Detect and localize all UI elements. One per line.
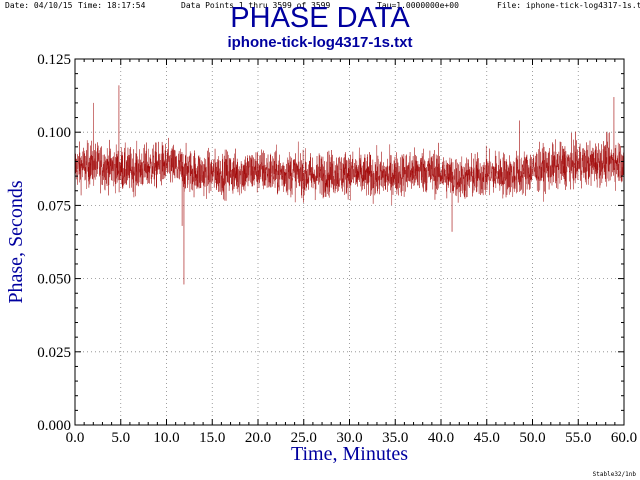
x-axis-title: Time, Minutes bbox=[291, 443, 408, 465]
y-tick-label: 0.100 bbox=[37, 125, 71, 141]
header-time: Time: 18:17:54 bbox=[78, 1, 146, 10]
data-layer bbox=[74, 85, 625, 285]
phase-series-line bbox=[74, 85, 625, 285]
axis-ticks: 0.0 5.0 10.0 15.0 20.0 25.0 30.0 35.0 40.0 45.0 50… bbox=[37, 52, 637, 446]
x-tick-label: 55.0 bbox=[565, 430, 591, 446]
y-tick-label: 0.075 bbox=[37, 198, 71, 214]
grid-lines bbox=[75, 59, 624, 425]
chart-subtitle: iphone-tick-log4317-1s.txt bbox=[227, 34, 413, 51]
x-tick-label: 0.0 bbox=[66, 430, 85, 446]
y-tick-label: 0.050 bbox=[37, 272, 71, 288]
x-tick-label: 25.0 bbox=[291, 430, 317, 446]
x-tick-label: 10.0 bbox=[153, 430, 179, 446]
x-tick-label: 5.0 bbox=[111, 430, 130, 446]
header-file: File: iphone-tick-log4317-1s.txt bbox=[497, 1, 640, 10]
x-tick-label: 40.0 bbox=[428, 430, 454, 446]
x-tick-label: 30.0 bbox=[336, 430, 362, 446]
y-tick-label: 0.125 bbox=[37, 52, 71, 68]
chart-title: PHASE DATA bbox=[230, 2, 410, 34]
x-tick-label: 45.0 bbox=[474, 430, 500, 446]
header-tau: Tau=1.0000000e+00 bbox=[377, 1, 459, 10]
x-tick-label: 20.0 bbox=[245, 430, 271, 446]
y-tick-label: 0.000 bbox=[37, 418, 71, 434]
y-tick-label: 0.025 bbox=[37, 345, 71, 361]
x-tick-label: 60.0 bbox=[611, 430, 637, 446]
y-axis-title: Phase, Seconds bbox=[5, 180, 27, 304]
plot-frame bbox=[74, 58, 625, 426]
header-date: Date: 04/10/15 bbox=[5, 1, 73, 10]
x-tick-label: 15.0 bbox=[199, 430, 225, 446]
x-tick-label: 50.0 bbox=[519, 430, 545, 446]
footer-label: Stable32/1nb bbox=[592, 471, 636, 478]
header-data-points: Data Points 1 thru 3599 of 3599 bbox=[181, 1, 331, 10]
x-tick-label: 35.0 bbox=[382, 430, 408, 446]
